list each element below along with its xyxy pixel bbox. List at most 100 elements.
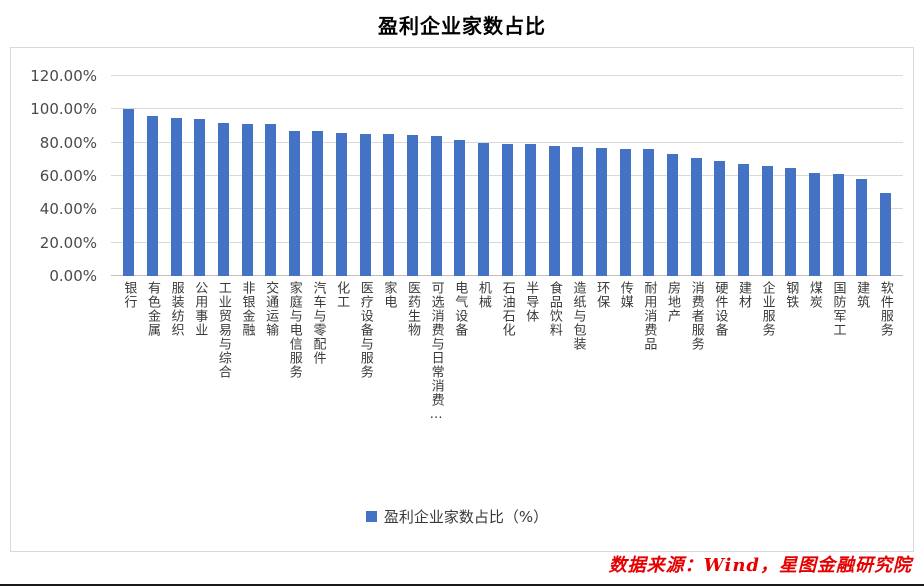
bar-造纸与包装 xyxy=(572,146,584,276)
bar-slot xyxy=(377,76,401,276)
bar-有色金属 xyxy=(146,116,158,276)
bar-slot xyxy=(424,76,448,276)
bar-slot xyxy=(661,76,685,276)
bar-银行 xyxy=(123,109,135,276)
bar-半导体 xyxy=(525,144,537,276)
x-label-slot: 医疗设备与服务 xyxy=(353,276,377,468)
x-tick-label: 非银金融 xyxy=(239,281,255,337)
plot-column: 银行 有色金属 服装纺织 公用事业 工业贸易与综合 非银金融 交通运输 家庭与电信服务 汽车与零… xyxy=(111,75,903,468)
bar-slot xyxy=(708,76,732,276)
bar-slot xyxy=(282,76,306,276)
x-tick-label: 传媒 xyxy=(617,281,633,309)
chart-frame: 0.00% 20.00% 40.00% 60.00% 80.00% 100.00% 120.… xyxy=(10,47,914,552)
legend: 盈利企业家数占比（%） xyxy=(11,506,903,527)
x-label-slot: 企业服务 xyxy=(755,276,779,468)
bars-row xyxy=(111,76,903,276)
y-tick-label: 60.00% xyxy=(39,167,97,185)
x-tick-label: 交通运输 xyxy=(263,281,279,337)
x-tick-label: 耐用消费品 xyxy=(641,281,657,351)
gridline xyxy=(111,108,903,110)
x-label-slot: 硬件设备 xyxy=(708,276,732,468)
bar-化工 xyxy=(336,132,348,276)
legend-label: 盈利企业家数占比（%） xyxy=(383,508,549,526)
bar-建材 xyxy=(737,163,749,276)
bar-slot xyxy=(141,76,165,276)
x-label-slot: 机械 xyxy=(472,276,496,468)
bar-家庭与电信服务 xyxy=(288,131,300,276)
x-label-slot: 耐用消费品 xyxy=(637,276,661,468)
x-label-slot: 钢铁 xyxy=(779,276,803,468)
x-tick-label: 医疗设备与服务 xyxy=(357,281,373,379)
bar-slot xyxy=(353,76,377,276)
bar-slot xyxy=(117,76,141,276)
x-label-slot: 可选消费与日常消费… xyxy=(424,276,448,468)
x-tick-label: 消费者服务 xyxy=(688,281,704,351)
bar-slot xyxy=(259,76,283,276)
x-label-slot: 环保 xyxy=(590,276,614,468)
x-label-slot: 汽车与零配件 xyxy=(306,276,330,468)
bar-slot xyxy=(495,76,519,276)
y-tick-label: 120.00% xyxy=(30,67,97,85)
bar-房地产 xyxy=(667,154,679,276)
bar-医药生物 xyxy=(407,135,418,276)
x-label-slot: 造纸与包装 xyxy=(566,276,590,468)
x-label-slot: 工业贸易与综合 xyxy=(212,276,236,468)
x-tick-label: 环保 xyxy=(594,281,610,309)
y-tick-label: 80.00% xyxy=(39,133,97,152)
x-tick-label: 家庭与电信服务 xyxy=(286,281,302,379)
x-label-slot: 房地产 xyxy=(661,276,685,468)
x-tick-label: 机械 xyxy=(475,281,491,309)
bar-slot xyxy=(826,76,850,276)
gridline xyxy=(111,141,903,143)
x-label-slot: 非银金融 xyxy=(235,276,259,468)
bar-slot xyxy=(306,76,330,276)
bar-slot xyxy=(164,76,188,276)
bar-非银金融 xyxy=(241,123,253,276)
x-label-slot: 有色金属 xyxy=(141,276,165,468)
y-tick-label: 0.00% xyxy=(49,267,97,285)
x-tick-label: 银行 xyxy=(121,281,137,309)
gridline xyxy=(111,75,903,76)
bar-耐用消费品 xyxy=(643,149,655,276)
x-tick-label: 造纸与包装 xyxy=(570,281,586,351)
x-label-slot: 国防军工 xyxy=(826,276,850,468)
bar-工业贸易与综合 xyxy=(217,122,229,276)
x-tick-label: 软件服务 xyxy=(877,281,893,337)
x-tick-label: 硬件设备 xyxy=(712,281,728,337)
bar-slot xyxy=(212,76,236,276)
bar-企业服务 xyxy=(761,166,773,276)
y-axis: 0.00% 20.00% 40.00% 60.00% 80.00% 100.00% 120.… xyxy=(11,67,111,285)
x-label-slot: 交通运输 xyxy=(259,276,283,468)
bar-slot xyxy=(590,76,614,276)
bar-slot xyxy=(684,76,708,276)
x-label-slot: 消费者服务 xyxy=(684,276,708,468)
x-axis-labels: 银行 有色金属 服装纺织 公用事业 工业贸易与综合 非银金融 交通运输 家庭与电信服务 汽车与零… xyxy=(111,276,903,468)
x-tick-label: 有色金属 xyxy=(144,281,160,337)
bar-slot xyxy=(732,76,756,276)
x-tick-label: 可选消费与日常消费… xyxy=(428,281,444,423)
x-label-slot: 软件服务 xyxy=(874,276,898,468)
bar-医疗设备与服务 xyxy=(359,133,371,276)
bar-电气设备 xyxy=(454,140,466,276)
bar-消费者服务 xyxy=(690,157,702,276)
x-label-slot: 煤炭 xyxy=(803,276,827,468)
source-note: 数据来源：Wind，星图金融研究院 xyxy=(608,555,912,576)
bar-slot xyxy=(330,76,354,276)
x-label-slot: 家庭与电信服务 xyxy=(282,276,306,468)
x-label-slot: 公用事业 xyxy=(188,276,212,468)
x-label-slot: 银行 xyxy=(117,276,141,468)
x-tick-label: 钢铁 xyxy=(783,281,799,309)
bar-环保 xyxy=(596,147,608,276)
bar-slot xyxy=(472,76,496,276)
x-tick-label: 食品饮料 xyxy=(546,281,562,337)
bar-slot xyxy=(779,76,803,276)
plot-area xyxy=(111,75,903,276)
bar-slot xyxy=(401,76,425,276)
x-label-slot: 半导体 xyxy=(519,276,543,468)
bar-slot xyxy=(188,76,212,276)
x-label-slot: 建材 xyxy=(732,276,756,468)
x-tick-label: 家电 xyxy=(381,281,397,309)
bar-硬件设备 xyxy=(714,161,726,276)
bar-slot xyxy=(613,76,637,276)
bar-食品饮料 xyxy=(548,146,560,276)
